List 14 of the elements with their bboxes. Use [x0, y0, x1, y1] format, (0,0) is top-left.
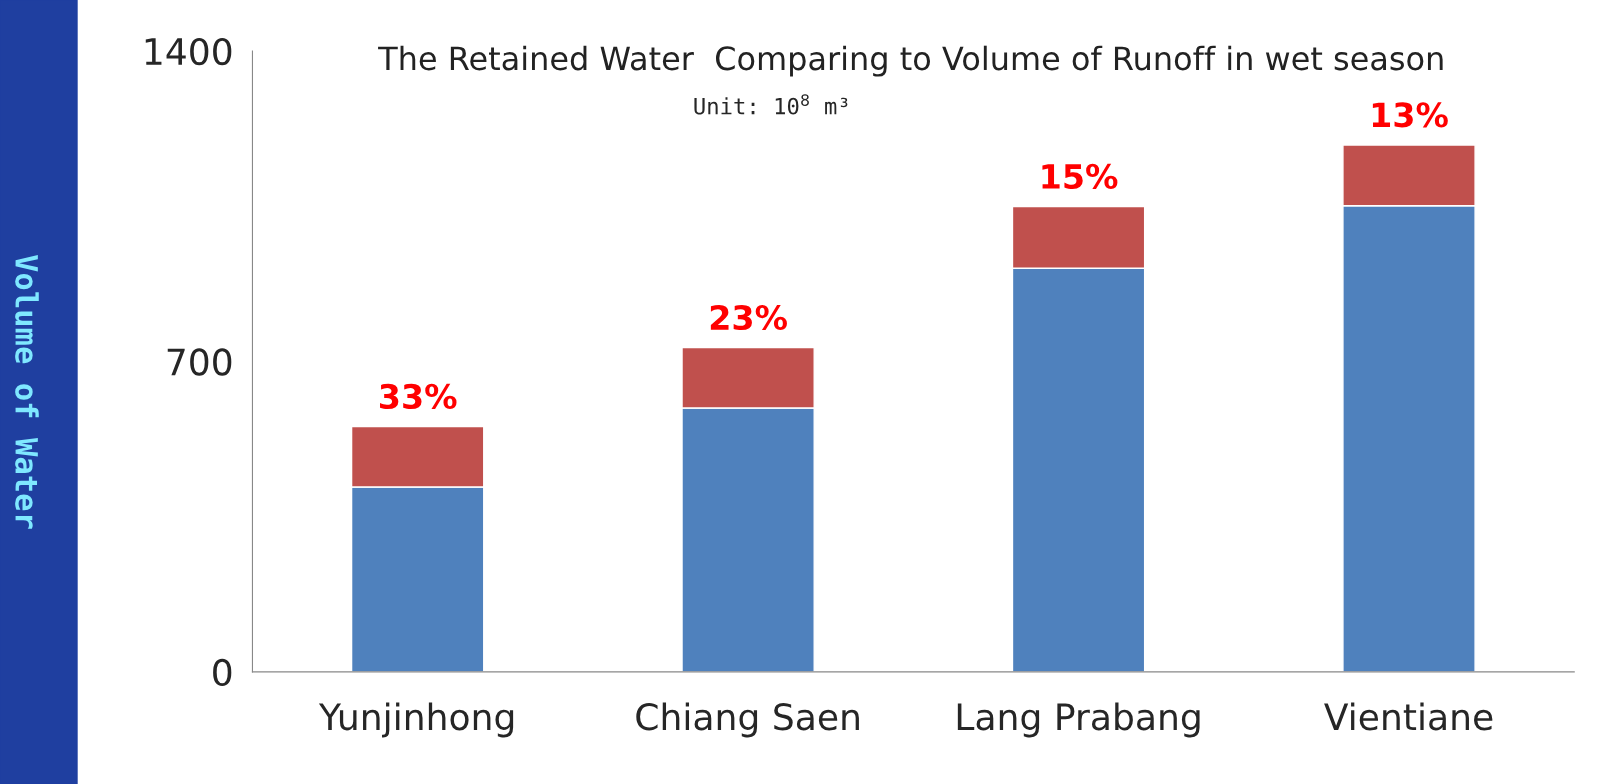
y-tick-label: 0 — [213, 658, 232, 687]
annotation: 23% — [710, 304, 787, 331]
annotation: 15% — [1042, 163, 1118, 190]
annotation: 13% — [1372, 102, 1448, 128]
x-tick-label: Vientiane — [1324, 702, 1493, 731]
x-tick-label: Yunjinhong — [318, 702, 514, 738]
x-tick-label: Chiang Saen — [636, 702, 859, 738]
chart-title: The Retained Water Comparing to Volume of Runoff in wet season — [378, 45, 1443, 77]
text: Unit: 10$^{8}$ m³ — [694, 94, 848, 115]
y-tick-label: 700 — [167, 348, 232, 376]
x-tick-label: Lang Prabang — [957, 702, 1200, 738]
y-tick-label: 1400 — [145, 37, 232, 66]
annotation: 33% — [380, 383, 457, 410]
y-axis-title: Volume of Water — [15, 254, 39, 529]
